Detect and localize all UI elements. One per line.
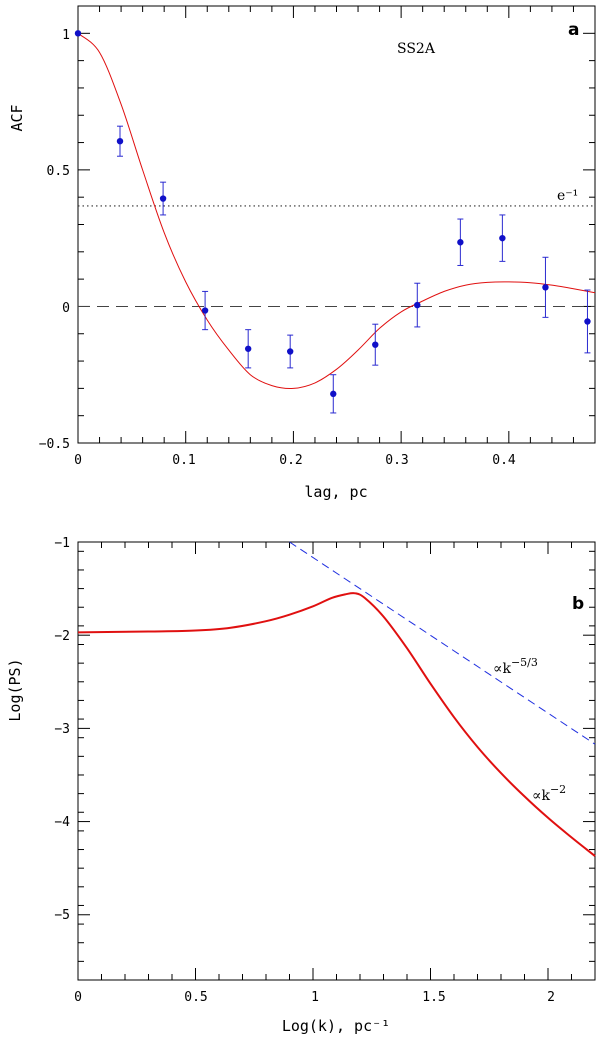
panel-b-ytick-label-3: −3 [54, 722, 70, 737]
steep-prefix: ∝k [532, 788, 550, 804]
data-point-12 [542, 284, 549, 291]
panel-b-spectrum-curve [77, 592, 596, 857]
panel-b-frame [77, 541, 596, 981]
panel-b-kolmogorov-line [289, 541, 596, 745]
panel-a-xtick-label-1: 0 [74, 453, 82, 468]
data-point-3 [159, 195, 167, 202]
data-point-1 [74, 30, 82, 37]
panel-b-steep-annotation: ∝k−2 [532, 783, 566, 804]
panel-b-y-axis-title: Log(PS) [6, 658, 24, 721]
panel-a: 1 0.5 0 −0.5 0 0.1 0.2 0.3 0.4 lag, pc A… [8, 5, 596, 501]
panel-a-xtick-label-3: 0.2 [279, 453, 302, 468]
kolmogorov-exponent: −5/3 [511, 656, 538, 669]
panel-a-xtick-label-4: 0.3 [385, 453, 408, 468]
data-point-13 [584, 318, 591, 325]
panel-b: −1 −2 −3 −4 −5 0 0.5 1 1.5 2 Log(k), pc⁻… [6, 536, 596, 1035]
panel-b-xtick-label-4: 1.5 [422, 990, 445, 1005]
panel-a-xtick-label-2: 0.1 [172, 453, 195, 468]
panel-a-label: a [568, 20, 579, 40]
panel-a-efold-label: e⁻¹ [557, 188, 578, 204]
panel-a-frame [77, 5, 596, 444]
panel-a-ytick-label-2: 0 [62, 301, 70, 316]
data-point-6 [286, 348, 294, 355]
panel-b-xtick-label-5: 2 [547, 990, 555, 1005]
panel-a-ytick-label-4: 1 [62, 28, 70, 43]
kolmogorov-prefix: ∝k [493, 661, 511, 677]
panel-a-y-axis-title: ACF [8, 104, 26, 131]
data-point-7 [330, 390, 337, 398]
panel-b-label: b [572, 594, 584, 614]
data-point-2 [116, 137, 124, 145]
panel-b-ytick-label-1: −1 [54, 536, 70, 551]
panel-b-kolmogorov-annotation: ∝k−5/3 [493, 656, 538, 677]
panel-b-xtick-label-3: 1 [311, 990, 319, 1005]
data-point-11 [499, 234, 506, 242]
data-point-10 [457, 239, 464, 246]
steep-exponent: −2 [550, 783, 566, 796]
data-point-5 [244, 345, 252, 352]
panel-a-xtick-label-5: 0.4 [492, 453, 516, 468]
panel-b-ticks [77, 541, 596, 981]
panel-a-ticks [77, 5, 596, 444]
panel-a-sample-annotation: SS2A [397, 41, 436, 57]
panel-b-x-axis-title: Log(k), pc⁻¹ [282, 1017, 390, 1035]
panel-b-ytick-label-2: −2 [54, 629, 70, 644]
panel-a-ytick-label-1: −0.5 [39, 437, 70, 452]
panel-a-reference-lines [78, 205, 595, 307]
panel-a-data-points [74, 30, 591, 414]
panel-b-xtick-label-1: 0 [74, 990, 82, 1005]
panel-b-ytick-label-5: −5 [54, 908, 70, 923]
data-point-9 [414, 301, 421, 309]
panel-a-model-curve [77, 32, 596, 389]
panel-b-xtick-label-2: 0.5 [184, 990, 207, 1005]
data-point-8 [372, 341, 379, 348]
panel-a-x-axis-title: lag, pc [304, 483, 367, 501]
data-point-4 [201, 307, 209, 314]
panel-a-ytick-label-3: 0.5 [47, 164, 70, 179]
panel-b-ytick-label-4: −4 [54, 815, 70, 830]
